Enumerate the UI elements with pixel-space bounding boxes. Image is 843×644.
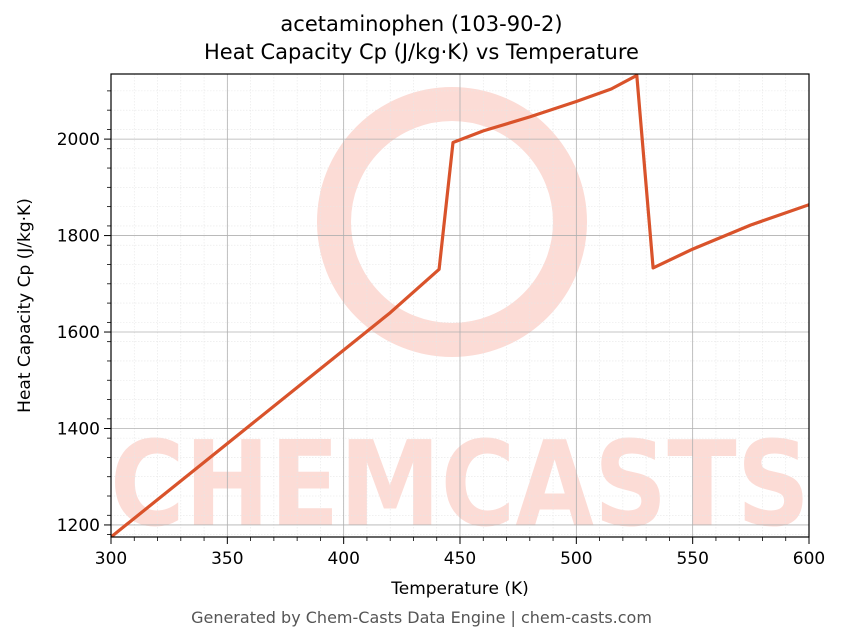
tick-label-y: 1400	[57, 419, 100, 439]
tick-label-y: 1200	[57, 516, 100, 536]
x-axis-label: Temperature (K)	[390, 579, 529, 599]
tick-label-x: 350	[211, 549, 243, 569]
tick-label-x: 500	[560, 549, 592, 569]
tick-label-x: 300	[95, 549, 127, 569]
watermark-logo	[317, 87, 587, 357]
minor-ticks	[107, 90, 787, 541]
chart-title: acetaminophen (103-90-2)	[280, 12, 563, 36]
tick-label-y: 1600	[57, 323, 100, 343]
series-line	[111, 74, 809, 537]
tick-label-x: 600	[793, 549, 825, 569]
y-axis-label: Heat Capacity Cp (J/kg·K)	[15, 198, 35, 413]
chart-subtitle: Heat Capacity Cp (J/kg·K) vs Temperature	[204, 40, 639, 64]
tick-label-x: 450	[444, 549, 476, 569]
tick-label-y: 1800	[57, 227, 100, 247]
footer-credit: Generated by Chem-Casts Data Engine | ch…	[191, 608, 652, 627]
tick-label-x: 550	[676, 549, 708, 569]
tick-label-y: 2000	[57, 130, 100, 150]
tick-label-x: 400	[327, 549, 359, 569]
